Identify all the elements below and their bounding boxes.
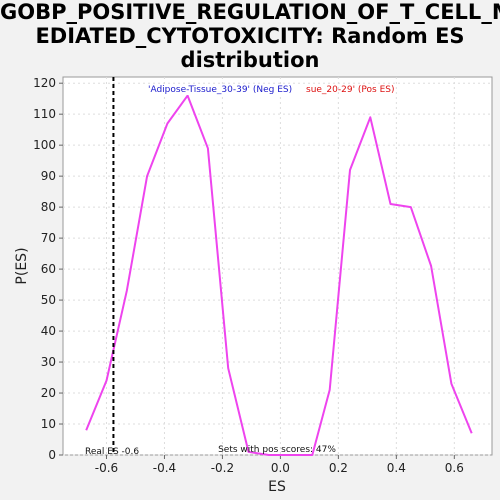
y-tick-label: 70 <box>41 231 56 245</box>
chart-title: GOBP_POSITIVE_REGULATION_OF_T_CELL_M EDI… <box>0 0 500 72</box>
chart-title-line-2: EDIATED_CYTOTOXICITY: Random ES <box>35 24 465 48</box>
y-tick-label: 100 <box>33 138 56 152</box>
y-tick-label: 20 <box>41 386 56 400</box>
real-es-label: Real ES -0.6 <box>85 447 139 457</box>
x-tick-label: 0.2 <box>329 461 348 475</box>
y-tick-label: 120 <box>33 76 56 90</box>
y-tick-label: 110 <box>33 107 56 121</box>
pos-score-note: Sets with pos scores: 47% <box>218 445 336 455</box>
x-tick-label: 0.6 <box>445 461 464 475</box>
y-tick-label: 50 <box>41 293 56 307</box>
series-layer <box>85 94 473 456</box>
plot-area <box>62 76 493 456</box>
y-tick-label: 10 <box>41 417 56 431</box>
y-tick-label: 30 <box>41 355 56 369</box>
chart-title-line-3: distribution <box>180 48 320 72</box>
grid-lines <box>63 77 492 456</box>
y-tick-label: 0 <box>48 448 56 462</box>
y-tick-label: 90 <box>41 169 56 183</box>
y-tick-label: 40 <box>41 324 56 338</box>
x-tick-label: 0.4 <box>387 461 406 475</box>
x-tick-label: -0.6 <box>95 461 118 475</box>
axes: 0 10 20 30 40 50 60 70 80 90 100 110 120 -0.6 -0.4 -0.2… <box>33 76 464 475</box>
legend-pos-es: sue_20-29' (Pos ES) <box>306 85 395 95</box>
x-axis-label: ES <box>268 479 286 495</box>
x-tick-label: -0.4 <box>153 461 176 475</box>
legend-neg-es: 'Adipose-Tissue_30-39' (Neg ES) <box>148 85 292 95</box>
y-axis-label: P(ES) <box>14 247 30 284</box>
series-line-0 <box>85 94 473 456</box>
chart-title-line-1: GOBP_POSITIVE_REGULATION_OF_T_CELL_M <box>0 0 500 24</box>
x-tick-label: -0.2 <box>211 461 234 475</box>
y-tick-label: 80 <box>41 200 56 214</box>
legend-neg-background <box>147 85 294 95</box>
y-tick-label: 60 <box>41 262 56 276</box>
x-tick-label: 0.0 <box>271 461 290 475</box>
